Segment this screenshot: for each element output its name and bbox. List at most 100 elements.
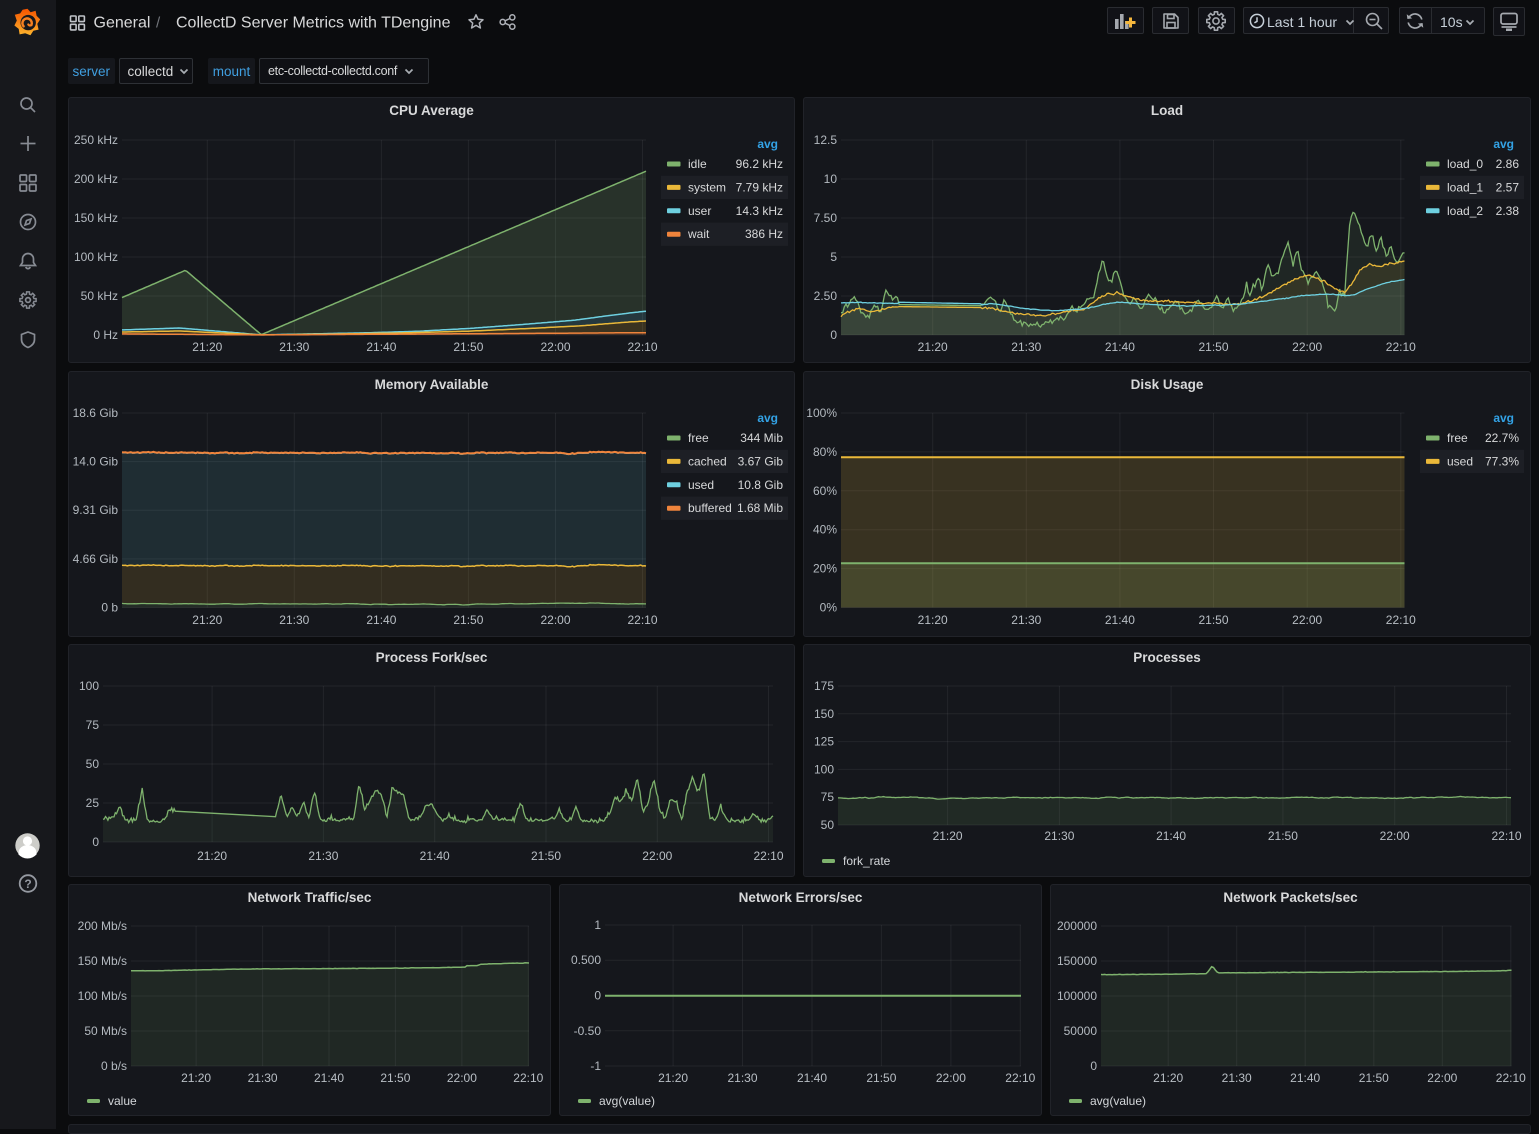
svg-text:21:30: 21:30 bbox=[279, 340, 309, 354]
svg-text:22:10: 22:10 bbox=[627, 613, 657, 627]
svg-text:60%: 60% bbox=[813, 484, 837, 498]
svg-text:125: 125 bbox=[814, 735, 834, 749]
svg-text:21:20: 21:20 bbox=[918, 340, 948, 354]
svg-text:21:30: 21:30 bbox=[1044, 829, 1074, 843]
svg-text:100%: 100% bbox=[806, 406, 837, 420]
svg-text:50000: 50000 bbox=[1064, 1024, 1098, 1038]
svg-text:200 Mb/s: 200 Mb/s bbox=[78, 919, 127, 933]
svg-text:used: used bbox=[1447, 454, 1473, 468]
svg-text:175: 175 bbox=[814, 679, 834, 693]
svg-text:4.66 Gib: 4.66 Gib bbox=[73, 552, 119, 566]
svg-text:0 Hz: 0 Hz bbox=[93, 328, 118, 342]
svg-text:2.38: 2.38 bbox=[1496, 204, 1520, 218]
svg-text:100: 100 bbox=[814, 762, 834, 776]
svg-text:fork_rate: fork_rate bbox=[843, 854, 891, 868]
svg-text:21:20: 21:20 bbox=[192, 340, 222, 354]
svg-text:0%: 0% bbox=[820, 601, 838, 615]
svg-text:2.57: 2.57 bbox=[1496, 180, 1520, 194]
svg-text:?: ? bbox=[24, 877, 31, 891]
svg-text:96.2 kHz: 96.2 kHz bbox=[736, 157, 783, 171]
svg-text:load_1: load_1 bbox=[1447, 180, 1483, 194]
svg-text:22:10: 22:10 bbox=[513, 1071, 543, 1085]
svg-text:22:00: 22:00 bbox=[1380, 829, 1410, 843]
svg-text:avg: avg bbox=[1493, 411, 1514, 425]
svg-text:22:10: 22:10 bbox=[1005, 1071, 1035, 1085]
svg-text:load_2: load_2 bbox=[1447, 204, 1483, 218]
svg-text:22:00: 22:00 bbox=[447, 1071, 477, 1085]
svg-text:21:30: 21:30 bbox=[1011, 340, 1041, 354]
svg-text:80%: 80% bbox=[813, 445, 837, 459]
svg-text:22:00: 22:00 bbox=[1427, 1071, 1457, 1085]
svg-text:9.31 Gib: 9.31 Gib bbox=[73, 503, 119, 517]
svg-text:22:00: 22:00 bbox=[1292, 613, 1322, 627]
svg-text:22:10: 22:10 bbox=[1386, 613, 1416, 627]
svg-text:75: 75 bbox=[86, 718, 100, 732]
svg-text:21:30: 21:30 bbox=[727, 1071, 757, 1085]
svg-text:50: 50 bbox=[821, 818, 835, 832]
svg-text:value: value bbox=[108, 1094, 137, 1108]
svg-text:22:00: 22:00 bbox=[1292, 340, 1322, 354]
svg-text:386 Hz: 386 Hz bbox=[745, 227, 783, 241]
svg-text:22:00: 22:00 bbox=[540, 613, 570, 627]
svg-text:150: 150 bbox=[814, 707, 834, 721]
svg-text:avg: avg bbox=[757, 137, 778, 151]
svg-text:0: 0 bbox=[830, 328, 837, 342]
svg-text:14.0 Gib: 14.0 Gib bbox=[73, 455, 119, 469]
svg-text:21:50: 21:50 bbox=[380, 1071, 410, 1085]
svg-text:0: 0 bbox=[594, 989, 601, 1003]
svg-text:0: 0 bbox=[1090, 1059, 1097, 1073]
svg-text:200 kHz: 200 kHz bbox=[74, 172, 118, 186]
svg-text:7.79 kHz: 7.79 kHz bbox=[736, 180, 783, 194]
svg-text:21:50: 21:50 bbox=[453, 613, 483, 627]
svg-text:21:30: 21:30 bbox=[248, 1071, 278, 1085]
svg-text:25: 25 bbox=[86, 796, 100, 810]
svg-text:21:40: 21:40 bbox=[1290, 1071, 1320, 1085]
svg-text:21:20: 21:20 bbox=[192, 613, 222, 627]
svg-text:buffered: buffered bbox=[688, 501, 732, 515]
svg-text:20%: 20% bbox=[813, 562, 837, 576]
svg-text:2.50: 2.50 bbox=[814, 289, 838, 303]
svg-text:250 kHz: 250 kHz bbox=[74, 133, 118, 147]
svg-text:21:30: 21:30 bbox=[308, 849, 338, 863]
svg-text:21:50: 21:50 bbox=[1198, 613, 1228, 627]
svg-text:40%: 40% bbox=[813, 523, 837, 537]
svg-text:5: 5 bbox=[830, 250, 837, 264]
svg-text:2.86: 2.86 bbox=[1496, 157, 1520, 171]
svg-text:150 Mb/s: 150 Mb/s bbox=[78, 954, 127, 968]
svg-text:22.7%: 22.7% bbox=[1485, 431, 1519, 445]
svg-text:21:20: 21:20 bbox=[933, 829, 963, 843]
svg-text:22:10: 22:10 bbox=[1386, 340, 1416, 354]
svg-text:100 Mb/s: 100 Mb/s bbox=[78, 989, 127, 1003]
svg-text:21:40: 21:40 bbox=[366, 340, 396, 354]
svg-text:21:40: 21:40 bbox=[1105, 613, 1135, 627]
svg-text:idle: idle bbox=[688, 157, 707, 171]
svg-text:150 kHz: 150 kHz bbox=[74, 211, 118, 225]
svg-text:1.68 Mib: 1.68 Mib bbox=[737, 501, 783, 515]
svg-text:10: 10 bbox=[824, 172, 838, 186]
svg-text:100: 100 bbox=[79, 679, 99, 693]
svg-text:21:50: 21:50 bbox=[866, 1071, 896, 1085]
svg-text:1: 1 bbox=[594, 918, 601, 932]
svg-text:avg: avg bbox=[1493, 137, 1514, 151]
svg-text:21:20: 21:20 bbox=[918, 613, 948, 627]
svg-text:21:20: 21:20 bbox=[181, 1071, 211, 1085]
svg-text:75: 75 bbox=[821, 790, 835, 804]
svg-text:100 kHz: 100 kHz bbox=[74, 250, 118, 264]
svg-text:21:50: 21:50 bbox=[1268, 829, 1298, 843]
svg-text:21:30: 21:30 bbox=[1222, 1071, 1252, 1085]
svg-text:free: free bbox=[1447, 431, 1468, 445]
svg-text:150000: 150000 bbox=[1057, 954, 1097, 968]
svg-text:0.500: 0.500 bbox=[571, 953, 601, 967]
svg-text:system: system bbox=[688, 180, 726, 194]
svg-text:avg: avg bbox=[757, 411, 778, 425]
svg-text:18.6 Gib: 18.6 Gib bbox=[73, 406, 119, 420]
svg-text:21:40: 21:40 bbox=[314, 1071, 344, 1085]
svg-text:14.3 kHz: 14.3 kHz bbox=[736, 204, 783, 218]
svg-text:General: General bbox=[94, 15, 151, 32]
svg-text:free: free bbox=[688, 431, 709, 445]
svg-text:21:20: 21:20 bbox=[658, 1071, 688, 1085]
svg-text:user: user bbox=[688, 204, 711, 218]
svg-text:0: 0 bbox=[92, 835, 99, 849]
svg-text:22:10: 22:10 bbox=[753, 849, 783, 863]
svg-text:22:10: 22:10 bbox=[627, 340, 657, 354]
